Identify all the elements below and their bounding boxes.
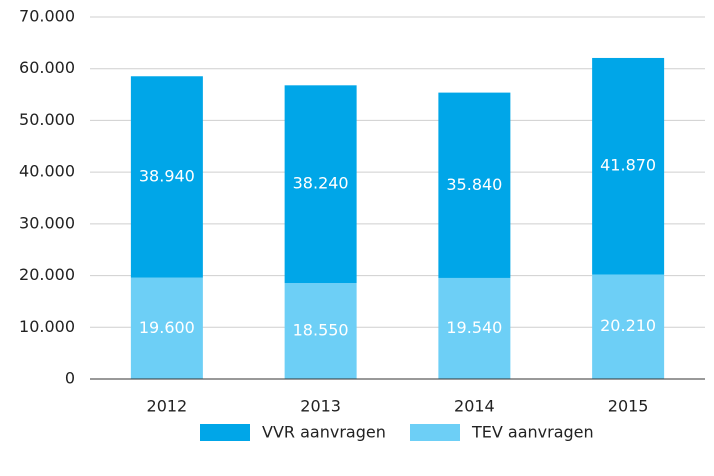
data-label: 41.870	[600, 156, 656, 175]
y-tick-label: 50.000	[19, 110, 75, 129]
y-tick-label: 30.000	[19, 213, 75, 232]
data-label: 38.240	[293, 174, 349, 193]
x-tick-label: 2015	[608, 397, 649, 416]
data-label: 35.840	[446, 175, 502, 194]
data-label: 20.210	[600, 316, 656, 335]
bar-segment	[592, 57, 665, 275]
bar-segment	[130, 277, 203, 379]
data-label: 19.540	[446, 318, 502, 337]
legend-swatch	[410, 424, 460, 441]
bar-segment	[284, 85, 357, 284]
bar-segment	[130, 76, 203, 278]
bar-segment	[438, 92, 511, 278]
y-tick-label: 0	[65, 369, 75, 388]
data-label: 18.550	[293, 321, 349, 340]
x-tick-label: 2013	[300, 397, 341, 416]
y-tick-label: 10.000	[19, 317, 75, 336]
legend-swatch	[200, 424, 250, 441]
bar-segment	[592, 274, 665, 379]
data-label: 38.940	[139, 166, 195, 185]
x-tick-label: 2014	[454, 397, 495, 416]
y-tick-label: 70.000	[19, 7, 75, 26]
y-tick-label: 20.000	[19, 265, 75, 284]
x-tick-label: 2012	[147, 397, 188, 416]
data-label: 19.600	[139, 318, 195, 337]
bar-segment	[284, 283, 357, 379]
y-tick-label: 40.000	[19, 162, 75, 181]
bar-segment	[438, 277, 511, 379]
legend-label: TEV aanvragen	[471, 423, 594, 442]
legend-label: VVR aanvragen	[262, 423, 386, 442]
y-tick-label: 60.000	[19, 58, 75, 77]
